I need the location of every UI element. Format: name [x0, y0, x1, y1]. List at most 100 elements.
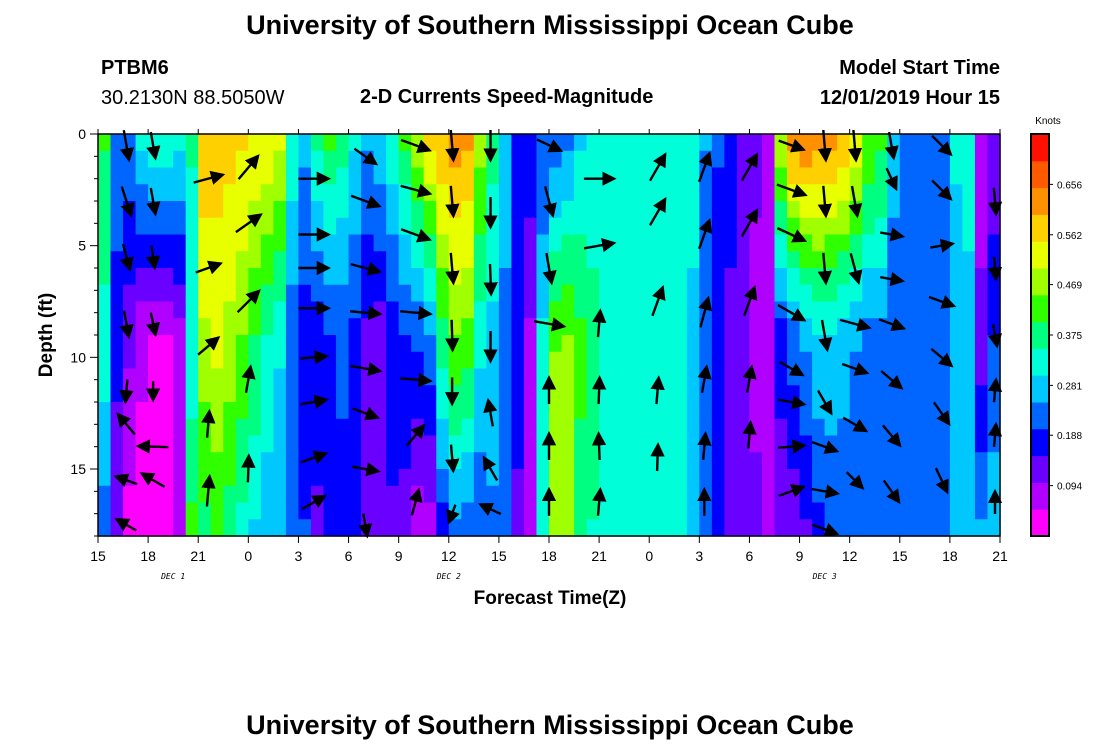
heatmap-cell	[448, 268, 462, 286]
heatmap-cell	[549, 435, 563, 453]
heatmap-cell	[348, 234, 362, 252]
heatmap-cell	[210, 150, 224, 169]
heatmap-cell	[924, 335, 938, 353]
heatmap-cell	[361, 435, 375, 453]
heatmap-cell	[398, 167, 412, 185]
heatmap-cell	[949, 418, 964, 437]
heatmap-cell	[962, 217, 976, 236]
heatmap-cell	[862, 251, 876, 269]
heatmap-cell	[611, 268, 625, 286]
heatmap-cell	[987, 351, 1001, 370]
heatmap-cell	[974, 217, 989, 236]
heatmap-cell	[461, 368, 475, 386]
heatmap-cell	[336, 134, 350, 152]
heatmap-cell	[198, 134, 212, 152]
heatmap-cell	[924, 435, 938, 453]
heatmap-cell	[561, 485, 575, 504]
heatmap-cell	[611, 201, 625, 219]
heatmap-cell	[473, 368, 487, 386]
heatmap-cell	[837, 418, 851, 437]
heatmap-cell	[949, 485, 964, 504]
heatmap-cell	[461, 268, 475, 286]
x-tick-label: 12	[441, 548, 457, 564]
heatmap-cell	[511, 351, 525, 370]
heatmap-cell	[298, 318, 312, 336]
heatmap-cell	[361, 318, 375, 336]
heatmap-cell	[937, 452, 951, 470]
heatmap-cell	[461, 184, 475, 202]
heatmap-cell	[511, 502, 525, 520]
heatmap-cell	[586, 368, 600, 386]
heatmap-cell	[486, 201, 500, 219]
heatmap-cell	[774, 502, 788, 520]
heatmap-cell	[448, 335, 462, 353]
heatmap-cell	[536, 268, 550, 286]
heatmap-cell	[987, 335, 1001, 353]
heatmap-cell	[348, 452, 362, 470]
heatmap-cell	[799, 469, 813, 487]
heatmap-cell	[148, 217, 162, 236]
current-vector	[353, 147, 379, 166]
current-vector	[882, 479, 901, 505]
heatmap-cell	[674, 469, 688, 487]
heatmap-cell	[173, 184, 187, 202]
heatmap-cell	[285, 402, 300, 420]
heatmap-cell	[185, 519, 199, 537]
heatmap-cell	[887, 452, 901, 470]
heatmap-cell	[398, 201, 412, 219]
current-vector	[113, 473, 138, 488]
current-vector	[114, 517, 137, 532]
heatmap-cell	[336, 251, 350, 269]
heatmap-cell	[148, 402, 162, 420]
colorbar-swatch	[1031, 375, 1049, 403]
heatmap-cell	[198, 368, 212, 386]
heatmap-cell	[110, 452, 124, 470]
heatmap-cell	[574, 301, 588, 319]
heatmap-cell	[899, 284, 913, 303]
heatmap-cell	[498, 435, 513, 453]
heatmap-cell	[761, 284, 776, 303]
heatmap-cell	[210, 217, 224, 236]
heatmap-cell	[711, 502, 725, 520]
heatmap-cell	[611, 418, 625, 437]
heatmap-cell	[636, 184, 650, 202]
heatmap-cell	[937, 385, 951, 403]
heatmap-cell	[711, 234, 725, 252]
current-vector	[740, 152, 759, 182]
heatmap-cell	[837, 519, 851, 537]
heatmap-cell	[348, 217, 362, 236]
heatmap-cell	[686, 385, 700, 403]
heatmap-cell	[185, 452, 199, 470]
heatmap-cell	[160, 251, 174, 269]
current-vector	[743, 284, 758, 317]
heatmap-cell	[361, 469, 375, 487]
heatmap-cell	[298, 217, 312, 236]
heatmap-cell	[348, 301, 362, 319]
heatmap-cell	[924, 167, 938, 185]
current-vector	[777, 395, 807, 410]
heatmap-cell	[348, 134, 362, 152]
heatmap-cell	[348, 502, 362, 520]
heatmap-cell	[586, 150, 600, 169]
heatmap-cell	[110, 385, 124, 403]
heatmap-cell	[949, 335, 964, 353]
heatmap-cell	[924, 418, 938, 437]
heatmap-cell	[173, 519, 187, 537]
heatmap-cell	[649, 502, 663, 520]
heatmap-cell	[511, 435, 525, 453]
heatmap-cell	[611, 402, 625, 420]
heatmap-cell	[323, 402, 337, 420]
heatmap-cell	[549, 301, 563, 319]
heatmap-cell	[686, 134, 700, 152]
heatmap-cell	[285, 519, 300, 537]
current-vector	[817, 252, 833, 286]
heatmap-cell	[523, 368, 538, 386]
heatmap-cell	[498, 150, 513, 169]
heatmap-cell	[661, 385, 675, 403]
heatmap-cell	[724, 167, 738, 185]
heatmap-cell	[974, 234, 989, 252]
heatmap-cell	[523, 150, 538, 169]
heatmap-cell	[674, 251, 688, 269]
heatmap-cell	[386, 201, 400, 219]
heatmap-cell	[373, 284, 387, 303]
